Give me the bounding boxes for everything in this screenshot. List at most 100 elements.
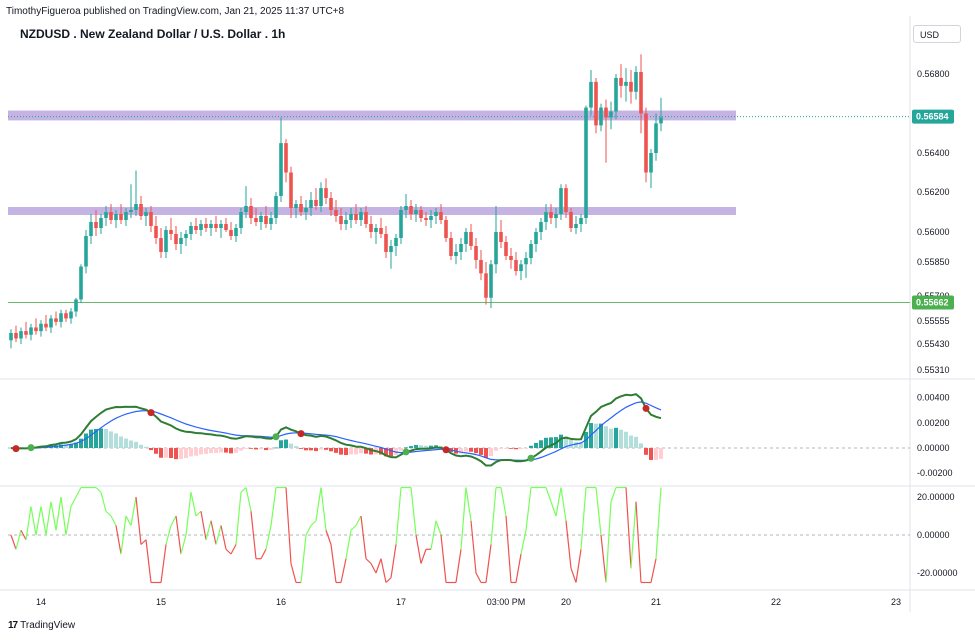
macd-histogram-bar — [369, 448, 373, 455]
osc-segment — [215, 525, 222, 545]
macd-tick-label: 0.00200 — [917, 418, 950, 428]
candle-body — [279, 143, 283, 196]
osc-segment — [465, 487, 472, 521]
candle-body — [529, 244, 533, 258]
osc-segment — [395, 487, 402, 545]
candle-body — [64, 313, 68, 319]
time-axis[interactable]: 14 15 16 17 03:00 PM 20 21 22 23 — [36, 597, 901, 607]
candle-body — [629, 81, 633, 92]
osc-segment — [30, 506, 37, 536]
candle-body — [309, 200, 313, 208]
candle-body — [154, 226, 158, 238]
brand-label: TradingView — [20, 620, 76, 631]
macd-cross-marker — [527, 454, 535, 462]
price-tick-label: 0.55850 — [917, 257, 950, 267]
osc-segment — [365, 558, 372, 564]
candle-body — [444, 220, 448, 238]
macd-histogram-bar — [419, 445, 423, 448]
macd-histogram-bar — [134, 441, 138, 448]
macd-histogram-bar — [99, 428, 103, 448]
osc-segment — [340, 558, 347, 583]
macd-histogram-bar — [619, 429, 623, 448]
macd-histogram-bar — [179, 448, 183, 459]
candle-body — [174, 234, 178, 244]
candle-body — [604, 107, 608, 118]
osc-segment — [270, 487, 277, 526]
osc-segment — [50, 501, 57, 531]
macd-histogram-bar — [539, 440, 543, 448]
candle-body — [389, 246, 393, 252]
candle-body — [144, 212, 148, 216]
macd-histogram-bar — [289, 443, 293, 448]
osc-segment — [190, 492, 197, 517]
osc-segment — [470, 520, 477, 574]
last-price-label: 0.56584 — [916, 112, 949, 122]
candle-body — [539, 222, 543, 232]
osc-segment — [595, 487, 602, 536]
macd-histogram-bar — [174, 448, 178, 460]
currency-button[interactable]: USD — [913, 25, 961, 43]
macd-histogram-bar — [604, 426, 608, 448]
candle-body — [24, 331, 28, 335]
price-zone — [8, 207, 736, 215]
candle-body — [129, 210, 133, 212]
macd-histogram-bar — [314, 448, 318, 452]
macd-histogram-bar — [319, 448, 323, 450]
support-price-badge — [912, 295, 954, 310]
osc-segment — [120, 515, 127, 555]
time-tick-label: 17 — [396, 597, 406, 607]
candle-body — [254, 218, 258, 222]
osc-segment — [580, 487, 587, 550]
macd-histogram-bar — [634, 436, 638, 448]
candle-body — [504, 242, 508, 256]
candle-body — [34, 327, 38, 332]
macd-histogram-bar — [284, 439, 288, 448]
osc-segment — [575, 549, 582, 583]
osc-segment — [550, 501, 557, 517]
macd-histogram-bar — [614, 427, 618, 448]
candle-body — [349, 214, 353, 220]
candle-body — [104, 212, 108, 218]
macd-histogram-bar — [489, 448, 493, 457]
oscillator-panel — [8, 486, 910, 584]
candle-body — [334, 210, 338, 216]
candles — [9, 54, 663, 349]
osc-segment — [305, 525, 312, 536]
macd-histogram-bar — [594, 423, 598, 448]
candle-body — [399, 210, 403, 238]
osc-segment — [175, 515, 182, 555]
candle-body — [404, 206, 408, 210]
candle-body — [274, 196, 278, 218]
macd-histogram-bar — [389, 448, 393, 457]
candle-body — [234, 228, 238, 236]
candle-body — [184, 234, 188, 238]
macd-histogram-bar — [119, 436, 123, 448]
osc-segment — [250, 511, 257, 559]
candle-body — [289, 172, 293, 208]
macd-histogram-bar — [154, 448, 158, 454]
osc-segment — [225, 548, 232, 555]
candle-body — [574, 224, 578, 228]
candle-body — [569, 212, 573, 228]
candle-body — [364, 212, 368, 224]
osc-segment — [260, 548, 267, 560]
macd-histogram-bar — [189, 448, 193, 457]
candle-body — [314, 200, 318, 206]
osc-segment — [160, 544, 167, 583]
osc-segment — [370, 563, 377, 574]
osc-segment — [455, 549, 462, 583]
osc-segment — [230, 544, 237, 555]
price-axis[interactable]: 0.568000.564000.562000.560000.558500.557… — [912, 69, 958, 578]
tradingview-brand[interactable]: 17 TradingView — [8, 620, 75, 631]
macd-tick-label: 0.00400 — [917, 393, 950, 403]
candle-body — [634, 72, 638, 92]
osc-segment — [110, 515, 117, 526]
candle-body — [124, 212, 128, 220]
candle-body — [99, 218, 103, 228]
macd-cross-marker — [12, 445, 20, 453]
candle-body — [109, 212, 113, 220]
osc-segment — [345, 530, 352, 559]
macd-histogram-bar — [654, 448, 658, 460]
candle-body — [649, 153, 653, 173]
